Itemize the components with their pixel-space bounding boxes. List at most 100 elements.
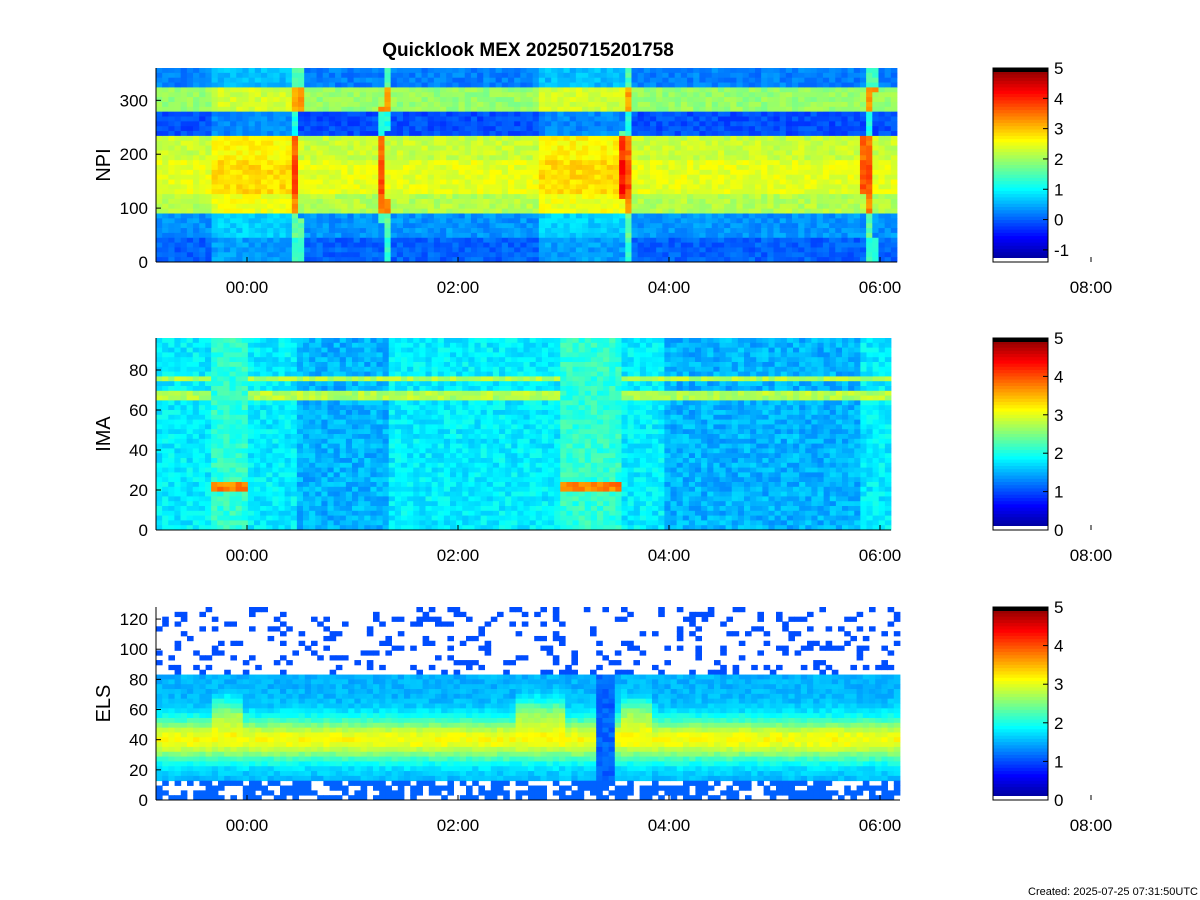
spectrogram-cell: [440, 101, 447, 108]
spectrogram-cell: [773, 194, 781, 200]
spectrogram-cell: [724, 72, 731, 79]
spectrogram-cell: [853, 223, 861, 229]
spectrogram-cell: [693, 237, 700, 243]
spectrogram-cell: [477, 68, 484, 74]
spectrogram-cell: [186, 82, 194, 88]
spectrogram-cell: [594, 184, 601, 190]
spectrogram-cell: [551, 121, 558, 127]
spectrogram-cell: [470, 106, 478, 113]
spectrogram-cell: [582, 140, 589, 146]
spectrogram-cell: [872, 131, 879, 137]
spectrogram-cell: [156, 371, 163, 377]
spectrogram-cell: [236, 155, 243, 161]
spectrogram-cell: [520, 68, 527, 74]
spectrogram-cell: [705, 257, 713, 263]
spectrogram-cell: [520, 160, 527, 166]
spectrogram-cell: [353, 174, 361, 180]
spectrogram-cell: [866, 232, 873, 239]
spectrogram-cell: [717, 82, 725, 88]
spectrogram-cell: [316, 160, 324, 166]
spectrogram-cell: [248, 116, 256, 122]
spectrogram-cell: [205, 232, 212, 239]
spectrogram-cell: [156, 434, 163, 440]
spectrogram-cell: [612, 101, 620, 108]
spectrogram-cell: [260, 252, 268, 258]
spectrogram-cell: [477, 232, 484, 239]
spectrogram-cell: [421, 68, 429, 74]
spectrogram-cell: [625, 68, 632, 74]
spectrogram-cell: [384, 174, 392, 180]
spectrogram-cell: [773, 87, 781, 93]
spectrogram-cell: [396, 189, 404, 195]
spectrogram-cell: [267, 77, 274, 83]
spectrogram-cell: [230, 169, 237, 176]
spectrogram-cell: [347, 155, 354, 161]
spectrogram-cell: [372, 257, 379, 263]
spectrogram-cell: [600, 135, 608, 142]
spectrogram-cell: [156, 352, 163, 358]
spectrogram-cell: [643, 116, 651, 122]
spectrogram-cell: [538, 257, 546, 263]
spectrogram-cell: [810, 82, 818, 88]
spectrogram-cell: [736, 92, 744, 98]
spectrogram-cell: [619, 194, 626, 200]
spectrogram-cell: [767, 213, 774, 219]
spectrogram-cell: [396, 218, 404, 224]
spectrogram-cell: [594, 208, 601, 214]
spectrogram-cell: [193, 97, 200, 103]
spectrogram-cell: [785, 208, 793, 214]
spectrogram-cell: [730, 82, 737, 88]
spectrogram-cell: [347, 72, 354, 79]
spectrogram-cell: [458, 174, 466, 180]
spectrogram-cell: [705, 218, 713, 224]
spectrogram-cell: [853, 121, 861, 127]
spectrogram-cell: [884, 72, 892, 79]
spectrogram-cell: [859, 242, 867, 248]
spectrogram-cell: [643, 77, 651, 83]
spectrogram-cell: [662, 237, 669, 243]
spectrogram-cell: [798, 155, 805, 161]
spectrogram-cell: [835, 111, 842, 117]
spectrogram-cell: [174, 126, 182, 132]
spectrogram-cell: [514, 179, 521, 185]
spectrogram-cell: [156, 213, 163, 219]
spectrogram-cell: [458, 121, 466, 127]
spectrogram-cell: [470, 116, 478, 122]
spectrogram-cell: [761, 97, 768, 103]
spectrogram-cell: [798, 145, 805, 151]
spectrogram-cell: [341, 116, 348, 122]
spectrogram-cell: [859, 223, 867, 229]
spectrogram-cell: [421, 203, 429, 210]
spectrogram-cell: [668, 155, 676, 161]
spectrogram-cell: [267, 242, 274, 248]
spectrogram-cell: [359, 131, 367, 137]
spectrogram-cell: [365, 208, 373, 214]
spectrogram-cell: [600, 101, 608, 108]
spectrogram-cell: [711, 169, 719, 176]
spectrogram-cell: [822, 194, 830, 200]
spectrogram-cell: [841, 77, 848, 83]
spectrogram-cell: [730, 140, 737, 146]
spectrogram-cell: [643, 203, 651, 210]
spectrogram-cell: [223, 203, 231, 210]
spectrogram-cell: [650, 97, 657, 103]
spectrogram-cell: [829, 237, 836, 243]
spectrogram-cell: [724, 155, 731, 161]
spectrogram-cell: [242, 140, 250, 146]
spectrogram-cell: [353, 189, 361, 195]
spectrogram-cell: [205, 223, 212, 229]
spectrogram-cell: [489, 106, 497, 113]
spectrogram-cell: [156, 448, 163, 454]
spectrogram-cell: [273, 252, 280, 258]
spectrogram-cell: [470, 228, 478, 234]
spectrogram-cell: [285, 131, 293, 137]
spectrogram-cell: [156, 362, 163, 368]
spectrogram-cell: [335, 237, 342, 243]
spectrogram-cell: [866, 174, 873, 180]
spectrogram-cell: [687, 92, 694, 98]
spectrogram-cell: [316, 106, 324, 113]
spectrogram-cell: [520, 126, 527, 132]
spectrogram-cell: [619, 198, 626, 205]
spectrogram-cell: [736, 194, 744, 200]
spectrogram-cell: [341, 228, 348, 234]
